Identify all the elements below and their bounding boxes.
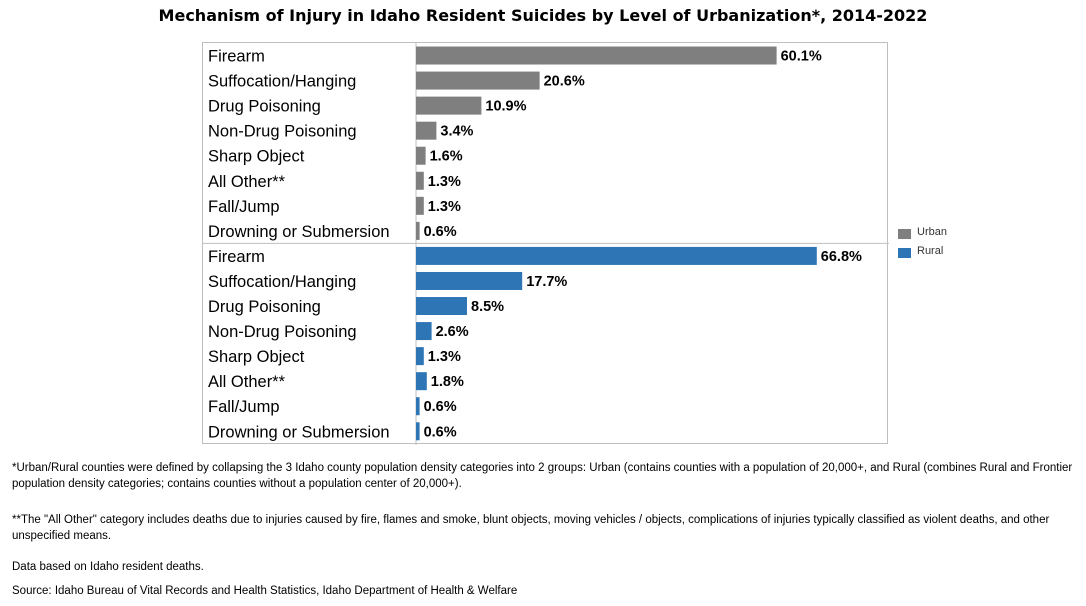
category-label-urban: Suffocation/Hanging: [208, 73, 356, 91]
bar-urban: [416, 121, 437, 140]
category-label-rural: Non-Drug Poisoning: [208, 323, 357, 341]
bar-urban: [416, 96, 482, 115]
bar-rural: [416, 271, 523, 290]
bar-rural: [416, 347, 424, 366]
bar-rural: [416, 422, 420, 441]
category-label-urban: Drug Poisoning: [208, 98, 321, 116]
category-label-rural: Sharp Object: [208, 348, 305, 366]
data-label-rural: 17.7%: [526, 274, 567, 290]
legend-label: Urban: [917, 226, 947, 238]
bar-urban: [416, 46, 777, 65]
data-label-rural: 2.6%: [436, 324, 469, 340]
category-label-rural: Drowning or Submersion: [208, 423, 390, 441]
data-label-urban: 3.4%: [440, 124, 473, 140]
data-label-rural: 66.8%: [821, 249, 862, 265]
category-label-rural: Fall/Jump: [208, 398, 280, 416]
bar-rural: [416, 297, 467, 316]
legend-label: Rural: [917, 245, 944, 257]
chart-title: Mechanism of Injury in Idaho Resident Su…: [158, 6, 928, 25]
category-label-urban: All Other**: [208, 173, 286, 191]
category-label-rural: Drug Poisoning: [208, 298, 321, 316]
legend-swatch: [898, 248, 911, 258]
bar-rural: [416, 372, 427, 391]
bar-urban: [416, 196, 424, 215]
bar-urban: [416, 221, 420, 240]
data-label-rural: 8.5%: [471, 299, 504, 315]
legend-swatch: [898, 229, 911, 239]
category-label-rural: Suffocation/Hanging: [208, 273, 356, 291]
category-label-urban: Fall/Jump: [208, 198, 280, 216]
category-label-urban: Drowning or Submersion: [208, 223, 390, 241]
bar-urban: [416, 171, 424, 190]
data-label-urban: 1.3%: [428, 199, 461, 215]
bar-rural: [416, 322, 432, 341]
urbanization-footnote: *Urban/Rural counties were defined by co…: [12, 462, 1073, 490]
bar-chart: Firearm 60.1% Suffocation/Hanging 20.6% Drug…: [203, 43, 889, 445]
category-label-urban: Non-Drug Poisoning: [208, 123, 357, 141]
data-label-rural: 0.6%: [424, 424, 457, 440]
all-other-footnote: **The "All Other" category includes deat…: [12, 514, 1050, 542]
data-label-urban: 10.9%: [485, 99, 526, 115]
data-label-urban: 20.6%: [544, 74, 585, 90]
category-label-rural: Firearm: [208, 248, 265, 266]
data-label-urban: 0.6%: [424, 224, 457, 240]
bar-rural: [416, 246, 817, 265]
category-label-rural: All Other**: [208, 373, 286, 391]
category-label-urban: Firearm: [208, 48, 265, 66]
data-label-rural: 1.8%: [431, 374, 464, 390]
bar-urban: [416, 71, 540, 90]
plot-area: Firearm 60.1% Suffocation/Hanging 20.6% Drug…: [202, 42, 889, 445]
data-label-rural: 0.6%: [424, 399, 457, 415]
data-label-urban: 1.3%: [428, 174, 461, 190]
bar-urban: [416, 146, 426, 165]
data-label-urban: 1.6%: [430, 149, 463, 165]
data-basis-note: Data based on Idaho resident deaths.: [12, 561, 204, 573]
source-note: Source: Idaho Bureau of Vital Records an…: [12, 585, 518, 597]
data-label-rural: 1.3%: [428, 349, 461, 365]
data-label-urban: 60.1%: [781, 49, 822, 65]
bar-rural: [416, 397, 420, 416]
category-label-urban: Sharp Object: [208, 148, 305, 166]
